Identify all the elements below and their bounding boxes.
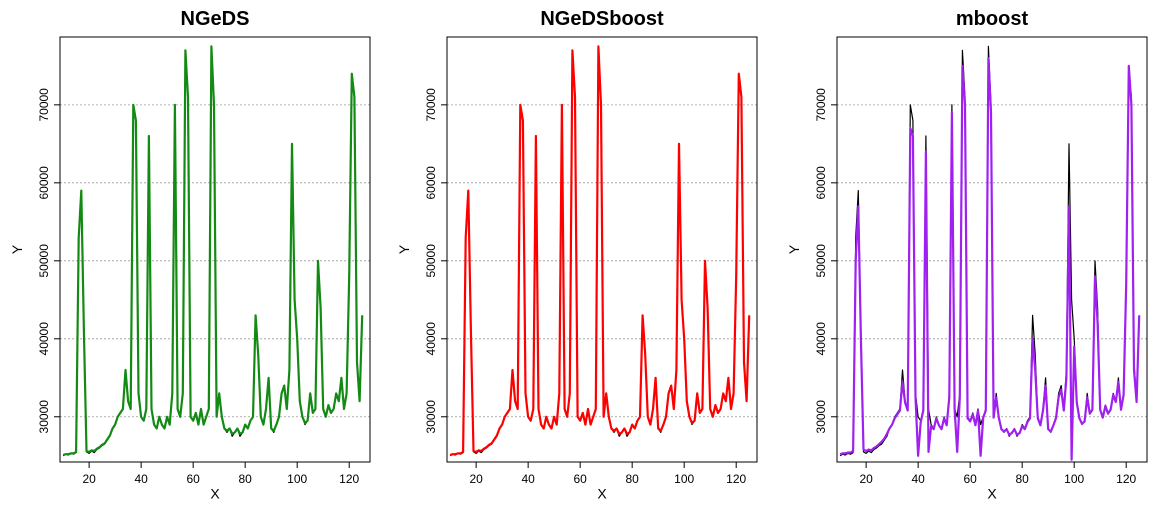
x-tick-label: 20 bbox=[859, 472, 873, 486]
y-axis-label: Y bbox=[786, 244, 802, 254]
y-tick-label: 30000 bbox=[814, 400, 828, 434]
x-tick-label: 40 bbox=[521, 472, 535, 486]
x-tick-label: 120 bbox=[726, 472, 746, 486]
data-line bbox=[449, 45, 750, 457]
x-tick-label: 60 bbox=[186, 472, 200, 486]
y-tick-label: 70000 bbox=[814, 88, 828, 122]
x-tick-label: 40 bbox=[134, 472, 148, 486]
x-tick-label: 80 bbox=[1015, 472, 1029, 486]
x-tick-label: 60 bbox=[963, 472, 977, 486]
data-line bbox=[839, 45, 1140, 457]
y-tick-label: 40000 bbox=[37, 322, 51, 356]
y-tick-label: 60000 bbox=[37, 166, 51, 200]
y-tick-label: 30000 bbox=[424, 400, 438, 434]
x-axis-label: X bbox=[987, 486, 997, 500]
chart-title: NGeDSboost bbox=[540, 8, 664, 30]
plot-frame bbox=[446, 36, 758, 463]
y-tick-label: 30000 bbox=[37, 400, 51, 434]
x-tick-label: 100 bbox=[674, 472, 694, 486]
plot-frame bbox=[836, 36, 1148, 463]
y-tick-label: 70000 bbox=[37, 88, 51, 122]
x-tick-label: 120 bbox=[1116, 472, 1136, 486]
y-tick-label: 60000 bbox=[814, 166, 828, 200]
y-axis-label: Y bbox=[9, 244, 25, 254]
x-tick-label: 20 bbox=[82, 472, 96, 486]
y-tick-label: 70000 bbox=[424, 88, 438, 122]
x-axis-label: X bbox=[210, 486, 220, 500]
x-tick-label: 80 bbox=[625, 472, 639, 486]
y-tick-label: 40000 bbox=[814, 322, 828, 356]
x-tick-label: 120 bbox=[339, 472, 359, 486]
y-tick-label: 60000 bbox=[424, 166, 438, 200]
chart-title: mboost bbox=[956, 8, 1029, 30]
y-tick-label: 50000 bbox=[814, 244, 828, 278]
x-tick-label: 20 bbox=[469, 472, 483, 486]
data-line bbox=[62, 45, 363, 457]
data-line bbox=[839, 57, 1141, 461]
data-line bbox=[62, 45, 364, 457]
y-tick-label: 50000 bbox=[424, 244, 438, 278]
plot-frame bbox=[59, 36, 371, 463]
x-tick-label: 40 bbox=[911, 472, 925, 486]
data-line bbox=[449, 45, 751, 457]
y-tick-label: 50000 bbox=[37, 244, 51, 278]
x-tick-label: 60 bbox=[573, 472, 587, 486]
y-tick-label: 40000 bbox=[424, 322, 438, 356]
x-tick-label: 80 bbox=[238, 472, 252, 486]
x-axis-label: X bbox=[597, 486, 607, 500]
y-axis-label: Y bbox=[396, 244, 412, 254]
chart-title: NGeDS bbox=[181, 8, 250, 30]
x-tick-label: 100 bbox=[1064, 472, 1084, 486]
x-tick-label: 100 bbox=[287, 472, 307, 486]
